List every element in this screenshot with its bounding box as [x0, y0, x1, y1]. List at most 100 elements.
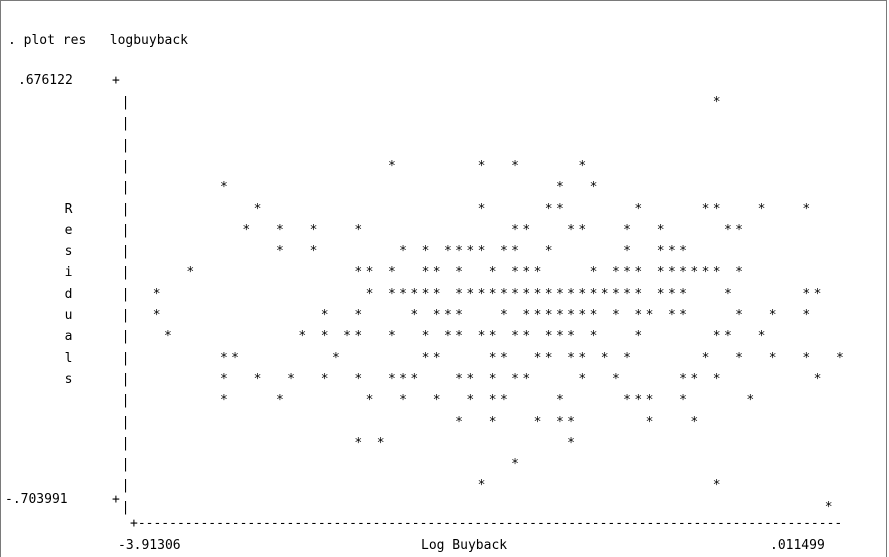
scatter-point: *: [802, 308, 811, 323]
scatter-point: *: [488, 286, 497, 302]
scatter-point: *: [544, 286, 553, 302]
scatter-point: *: [387, 158, 396, 174]
scatter-point: *: [802, 286, 811, 302]
scatter-point: *: [432, 265, 441, 281]
y-axis-segment: |: [121, 222, 130, 238]
scatter-point: *: [488, 265, 497, 281]
scatter-point: *: [466, 371, 475, 387]
scatter-point: *: [287, 371, 295, 387]
y-max-label: .676122: [18, 73, 73, 88]
y-axis-title-char: d: [64, 286, 73, 302]
y-axis-segment: |: [121, 350, 130, 366]
y-axis-segment: |: [121, 414, 130, 430]
scatter-point: *: [600, 350, 609, 366]
scatter-point: *: [455, 265, 463, 281]
scatter-point: *: [432, 286, 441, 302]
scatter-point: *: [623, 393, 631, 409]
scatter-point: *: [835, 350, 844, 366]
scatter-point: *: [387, 286, 396, 302]
y-axis-segment: |: [121, 95, 130, 110]
scatter-point: *: [645, 393, 654, 409]
scatter-point: *: [824, 499, 833, 515]
y-axis-segment: |: [121, 180, 130, 196]
scatter-point: *: [488, 371, 497, 387]
scatter-point: *: [578, 222, 587, 238]
scatter-point: *: [555, 201, 564, 217]
scatter-point: *: [387, 329, 396, 345]
y-axis-title-char: e: [64, 222, 73, 238]
scatter-point: *: [477, 329, 486, 345]
scatter-point: *: [567, 286, 575, 302]
scatter-point: *: [656, 286, 665, 302]
scatter-point: *: [634, 201, 643, 217]
scatter-point: *: [544, 329, 553, 345]
scatter-point: *: [679, 393, 687, 409]
scatter-point: *: [432, 350, 441, 366]
scatter-point: *: [600, 286, 609, 302]
scatter-point: *: [488, 350, 497, 366]
scatter-point: *: [656, 265, 665, 281]
scatter-point: *: [455, 414, 463, 430]
scatter-point: *: [242, 222, 251, 238]
scatter-point: *: [712, 201, 721, 217]
scatter-point: *: [152, 286, 161, 302]
scatter-point: *: [555, 414, 564, 430]
scatter-point: *: [477, 244, 486, 260]
scatter-point: *: [701, 350, 710, 366]
scatter-point: *: [522, 286, 531, 302]
scatter-point: *: [611, 308, 620, 323]
scatter-point: *: [533, 414, 542, 430]
y-axis-title-char: l: [64, 350, 73, 366]
scatter-point: *: [712, 329, 721, 345]
scatter-point: *: [667, 308, 676, 323]
scatter-point: *: [399, 286, 407, 302]
scatter-point: *: [455, 286, 463, 302]
scatter-point: *: [555, 393, 564, 409]
scatter-point: *: [511, 457, 519, 473]
scatter-point: *: [320, 308, 329, 323]
y-axis-segment: |: [121, 158, 130, 174]
scatter-point: *: [455, 371, 463, 387]
y-axis-title-char: a: [64, 329, 73, 345]
scatter-point: *: [499, 244, 508, 260]
y-axis-title-char: R: [64, 201, 73, 217]
scatter-point: *: [623, 286, 631, 302]
scatter-point: *: [623, 265, 631, 281]
scatter-point: *: [667, 265, 676, 281]
y-axis-segment: |: [121, 116, 130, 132]
scatter-point: *: [477, 158, 486, 174]
scatter-point: *: [611, 265, 620, 281]
scatter-point: *: [488, 414, 497, 430]
scatter-point: *: [387, 265, 396, 281]
scatter-point: *: [578, 158, 587, 174]
scatter-point: *: [466, 393, 475, 409]
scatter-point: *: [679, 244, 687, 260]
scatter-point: *: [443, 308, 452, 323]
scatter-point: *: [522, 329, 531, 345]
y-axis-segment: |: [121, 201, 130, 217]
scatter-point: *: [701, 201, 710, 217]
scatter-point: *: [455, 329, 463, 345]
scatter-point: *: [768, 308, 777, 323]
y-top-tick: +: [112, 73, 120, 88]
y-axis-title-char: u: [64, 308, 73, 323]
scatter-point: *: [813, 286, 822, 302]
scatter-point: *: [488, 393, 497, 409]
scatter-point: *: [645, 308, 654, 323]
scatter-point: *: [421, 265, 430, 281]
scatter-point: *: [354, 265, 363, 281]
scatter-point: *: [589, 286, 598, 302]
scatter-point: *: [354, 371, 363, 387]
scatter-point: *: [421, 329, 430, 345]
scatter-point: *: [656, 222, 665, 238]
scatter-point: *: [219, 180, 228, 196]
scatter-point: *: [656, 244, 665, 260]
scatter-point: *: [455, 308, 463, 323]
scatter-point: *: [331, 350, 340, 366]
scatter-point: *: [544, 350, 553, 366]
scatter-point: *: [555, 286, 564, 302]
scatter-point: *: [399, 371, 407, 387]
y-bottom-tick: +: [112, 492, 120, 507]
scatter-point: *: [712, 478, 721, 494]
